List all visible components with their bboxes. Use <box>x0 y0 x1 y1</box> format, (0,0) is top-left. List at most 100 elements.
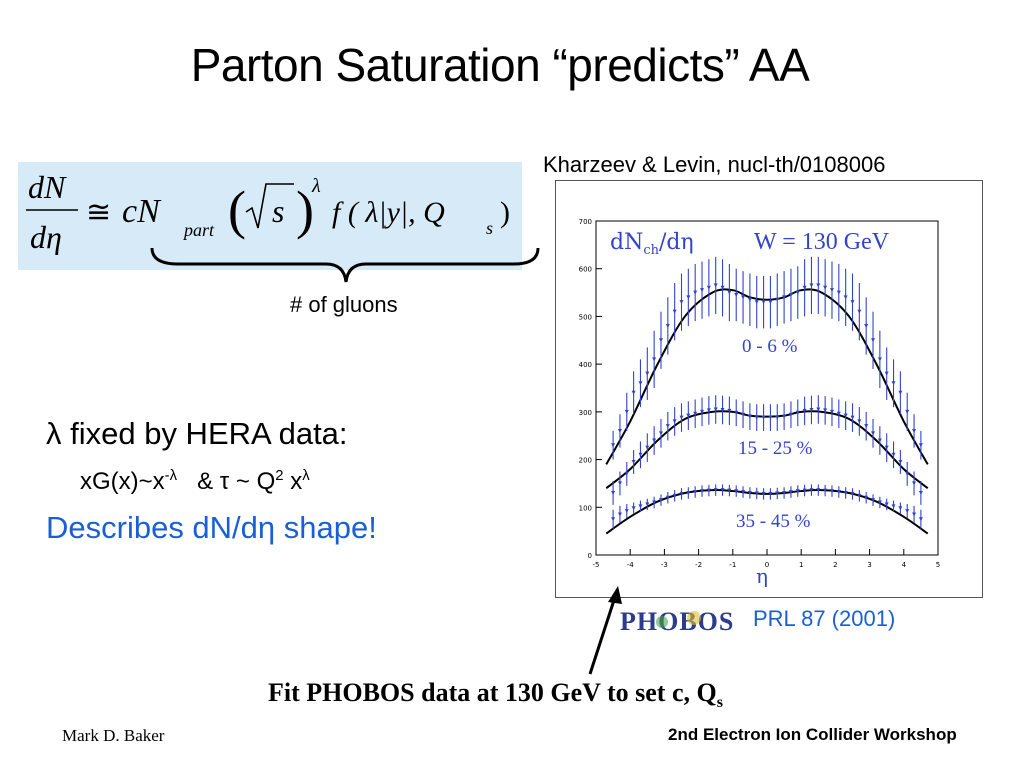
data-point <box>918 517 923 522</box>
data-point <box>645 371 650 376</box>
fit-curve-0 <box>605 288 929 465</box>
data-point <box>693 490 698 495</box>
xg-x-exponent: λ <box>302 468 310 484</box>
xg-q-exponent: 2 <box>275 468 284 484</box>
data-point <box>836 411 841 416</box>
data-point <box>898 506 903 511</box>
data-point <box>857 419 862 424</box>
data-point <box>857 309 862 314</box>
data-point <box>686 413 691 418</box>
data-point <box>679 415 684 420</box>
data-point <box>693 411 698 416</box>
data-point <box>624 509 629 514</box>
data-point <box>823 408 828 413</box>
data-point <box>761 300 766 305</box>
data-point <box>679 491 684 496</box>
data-point <box>857 493 862 498</box>
approx-sign: ≅ <box>86 196 111 229</box>
data-point <box>864 495 869 500</box>
data-point <box>829 489 834 494</box>
data-point <box>679 300 684 305</box>
data-point <box>611 490 616 495</box>
data-point <box>898 459 903 464</box>
x-tick-label: -5 <box>593 561 600 569</box>
data-point <box>843 413 848 418</box>
data-point <box>912 512 917 517</box>
chart-svg: -5 -4 -3 -2 -1 0 1 2 3 4 5 0 100 200 300 400 500 600 700 d… <box>579 218 941 588</box>
data-point <box>864 323 869 328</box>
data-point <box>843 490 848 495</box>
y-tick-label: 0 <box>588 552 592 560</box>
data-point <box>706 285 711 290</box>
y-tick-label: 600 <box>579 266 592 274</box>
data-point <box>754 300 759 305</box>
data-point <box>918 490 923 495</box>
data-point <box>720 285 725 290</box>
x-axis-label: η <box>756 564 768 588</box>
y-tick-label: 100 <box>579 504 592 512</box>
data-point <box>768 415 773 420</box>
gluons-label: # of gluons <box>290 292 398 317</box>
data-point <box>713 407 718 412</box>
data-point <box>713 283 718 288</box>
y-tick-label: 300 <box>579 409 592 417</box>
x-tick-label: 3 <box>867 561 871 569</box>
data-point <box>631 459 636 464</box>
data-point <box>720 488 725 493</box>
data-point <box>816 407 821 412</box>
data-point <box>775 491 780 496</box>
data-point <box>802 488 807 493</box>
series-label-0-6: 0 - 6 % <box>742 336 798 357</box>
data-point <box>734 410 739 415</box>
data-point <box>850 300 855 305</box>
data-point <box>617 512 622 517</box>
data-point <box>850 415 855 420</box>
data-point <box>734 292 739 297</box>
data-point <box>823 488 828 493</box>
formula-f-args: f ( λ|y|, Q <box>332 196 445 229</box>
data-point <box>802 408 807 413</box>
series-label-15-25: 15 - 25 % <box>738 438 813 459</box>
data-point <box>700 489 705 494</box>
formula-cN: cN <box>122 193 162 230</box>
x-tick-label: 1 <box>799 561 803 569</box>
data-point <box>829 409 834 414</box>
data-point <box>768 300 773 305</box>
data-point <box>611 443 616 448</box>
data-point <box>877 438 882 443</box>
data-point <box>665 323 670 328</box>
data-point <box>795 290 800 295</box>
data-point <box>809 283 814 288</box>
data-point <box>836 490 841 495</box>
y-tick-label: 200 <box>579 457 592 465</box>
data-point <box>700 409 705 414</box>
x-tick-label: -3 <box>661 561 668 569</box>
data-point <box>747 490 752 495</box>
data-point <box>761 491 766 496</box>
footer-author: Mark D. Baker <box>62 726 165 745</box>
x-tick-label: 2 <box>833 561 837 569</box>
data-point <box>775 297 780 302</box>
fit-curve-1 <box>605 410 929 489</box>
data-point <box>734 489 739 494</box>
describes-shape-line: Describes dN/dη shape! <box>46 510 377 545</box>
xg-relation-line: xG(x)~x-λ & τ ~ Q2 xλ <box>80 468 310 496</box>
series-label-35-45: 35 - 45 % <box>736 511 811 532</box>
data-point <box>802 285 807 290</box>
footer-workshop: 2nd Electron Ion Collider Workshop <box>668 725 957 744</box>
data-point <box>795 489 800 494</box>
data-point <box>741 412 746 417</box>
data-point <box>658 431 663 436</box>
data-point <box>672 309 677 314</box>
x-tick-label: -4 <box>627 561 635 569</box>
formula-s: s <box>272 193 284 229</box>
data-point <box>788 292 793 297</box>
slide-title: Parton Saturation “predicts” AA <box>190 39 810 91</box>
plot-frame: -5 -4 -3 -2 -1 0 1 2 3 4 5 0 100 200 300 400 500 600 700 d… <box>555 180 983 598</box>
data-point <box>816 488 821 493</box>
data-point <box>727 408 732 413</box>
data-point <box>816 283 821 288</box>
data-point <box>754 415 759 420</box>
data-point <box>652 500 657 505</box>
formula-numerator: dN <box>28 169 67 205</box>
